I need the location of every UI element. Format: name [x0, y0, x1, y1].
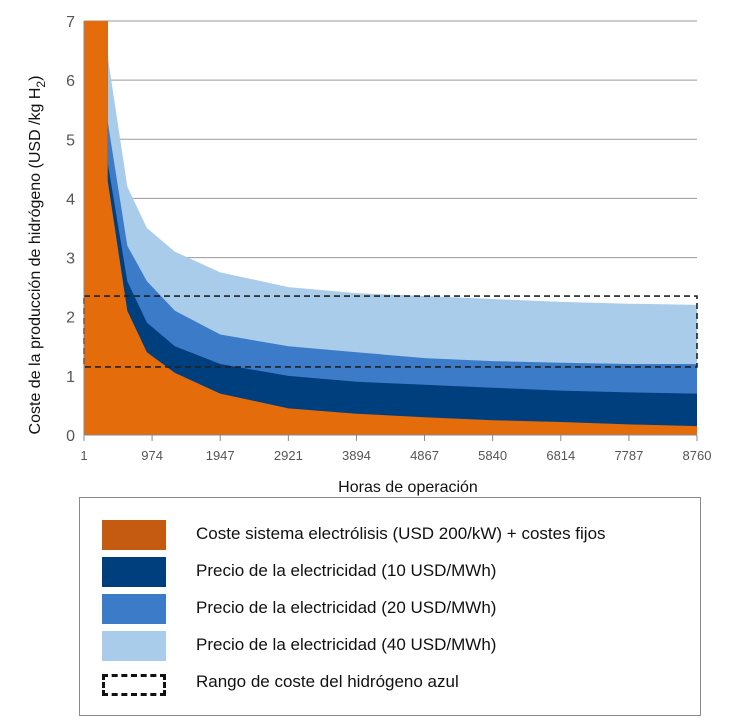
area-series-0 — [84, 21, 697, 435]
x-tick-label-9: 8760 — [683, 448, 712, 463]
x-tick-label-2: 1947 — [206, 448, 235, 463]
x-tick-label-3: 2921 — [274, 448, 303, 463]
legend-swatch-electricity-40 — [102, 631, 166, 661]
x-tick-label-1: 974 — [141, 448, 163, 463]
area-series-3 — [84, 21, 697, 435]
legend-swatch-electricity-10 — [102, 557, 166, 587]
legend-swatch-electrolysis — [102, 520, 166, 550]
y-tick-label-4: 4 — [66, 191, 75, 208]
x-tick-label-6: 5840 — [478, 448, 507, 463]
legend-swatch-electricity-20 — [102, 594, 166, 624]
legend-item-electricity-10 — [102, 557, 166, 587]
y-axis-label-subscript: 2 — [34, 81, 48, 88]
legend-label-electricity-40: Precio de la electricidad (40 USD/MWh) — [196, 635, 497, 654]
legend-item-blue-hydrogen — [102, 670, 166, 700]
x-axis-label: Horas de operación — [338, 479, 478, 496]
y-tick-label-2: 2 — [66, 310, 75, 327]
y-tick-labels: 0 1 2 3 4 5 6 7 — [66, 14, 75, 445]
y-tick-label-0: 0 — [66, 428, 75, 445]
y-tick-label-7: 7 — [66, 14, 75, 31]
legend-item-electricity-40 — [102, 631, 166, 661]
x-tick-label-8: 7787 — [614, 448, 643, 463]
x-tick-label-7: 6814 — [546, 448, 575, 463]
y-tick-label-6: 6 — [66, 73, 75, 90]
legend-swatch-blue-hydrogen — [102, 674, 166, 696]
legend-label-blue-hydrogen: Rango de coste del hidrógeno azul — [196, 672, 459, 691]
legend-item-electrolysis — [102, 520, 166, 550]
x-tick-label-5: 4867 — [410, 448, 439, 463]
axes — [83, 21, 698, 441]
legend: Coste sistema electrólisis (USD 200/kW) … — [79, 497, 701, 716]
legend-item-electricity-20 — [102, 594, 166, 624]
x-tick-label-0: 1 — [80, 448, 87, 463]
x-tick-labels: 1 974 1947 2921 3894 4867 5840 6814 7787 8760 — [80, 448, 711, 463]
x-tick-label-4: 3894 — [342, 448, 371, 463]
y-tick-label-1: 1 — [66, 369, 75, 386]
y-tick-label-3: 3 — [66, 251, 75, 268]
y-axis-label-main: Coste de la producción de hidrógeno (USD… — [27, 88, 44, 435]
y-axis-label-end: ) — [27, 76, 44, 81]
hydrogen-cost-chart: 1 974 1947 2921 3894 4867 5840 6814 7787 8760 012… — [27, 14, 711, 496]
legend-label-electrolysis: Coste sistema electrólisis (USD 200/kW) … — [196, 524, 606, 543]
legend-label-electricity-20: Precio de la electricidad (20 USD/MWh) — [196, 598, 497, 617]
legend-label-electricity-10: Precio de la electricidad (10 USD/MWh) — [196, 561, 497, 580]
area-series — [84, 21, 697, 435]
y-tick-label-5: 5 — [66, 132, 75, 149]
y-axis-label: Coste de la producción de hidrógeno (USD… — [27, 76, 48, 435]
